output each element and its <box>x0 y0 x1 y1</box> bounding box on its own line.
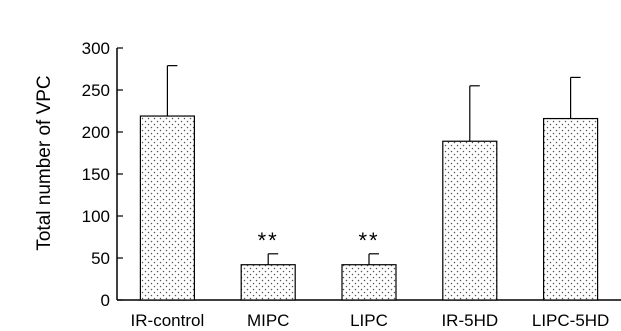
y-tick-label: 250 <box>82 81 110 100</box>
bar <box>240 264 296 301</box>
bar <box>139 115 195 301</box>
significance-label: ** <box>258 228 279 253</box>
category-label: LIPC <box>350 311 388 330</box>
y-tick-label: 300 <box>82 39 110 58</box>
category-label: IR-control <box>131 311 205 330</box>
y-axis-ticks: 0 50 100 150 200 250 300 <box>82 39 123 310</box>
y-tick-label: 100 <box>82 207 110 226</box>
category-label: MIPC <box>247 311 290 330</box>
category-label: LIPC-5HD <box>532 311 609 330</box>
y-tick-label: 150 <box>82 165 110 184</box>
category-label: IR-5HD <box>441 311 498 330</box>
bars <box>139 115 599 301</box>
significance-label: ** <box>358 228 379 253</box>
y-tick-label: 50 <box>91 249 110 268</box>
significance-markers: ** ** <box>258 228 379 253</box>
y-tick-label: 200 <box>82 123 110 142</box>
y-axis-title: Total number of VPC <box>34 75 55 250</box>
bar <box>341 264 397 301</box>
error-bars <box>166 65 581 265</box>
x-axis-labels: IR-control MIPC LIPC IR-5HD LIPC-5HD <box>131 311 610 330</box>
bar <box>542 117 599 301</box>
y-tick-label: 0 <box>101 291 110 310</box>
bar <box>442 140 498 301</box>
